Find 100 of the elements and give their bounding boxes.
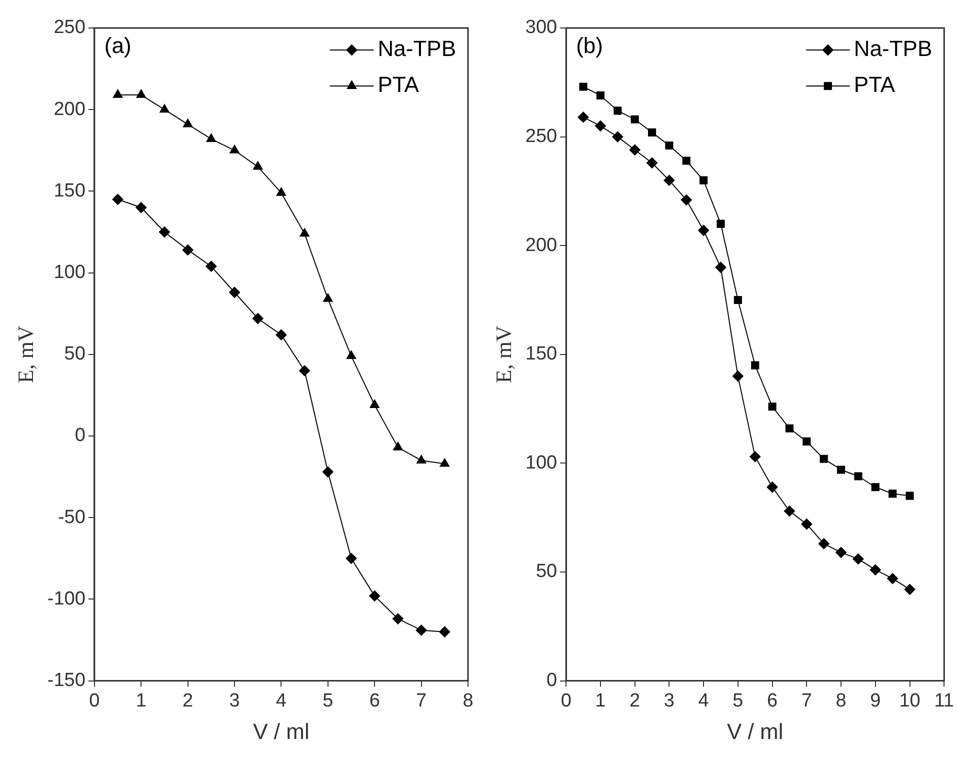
point <box>230 144 240 154</box>
point <box>870 564 881 576</box>
y-axis-title: E, mV <box>490 326 516 384</box>
point <box>682 156 690 165</box>
point <box>630 115 639 124</box>
point <box>112 89 123 98</box>
x-tick-label: 2 <box>182 690 194 712</box>
legend-label: PTA <box>854 72 896 98</box>
point <box>629 144 640 156</box>
y-tick-label: -150 <box>47 670 86 692</box>
x-tick-label: 8 <box>462 690 474 712</box>
point <box>716 220 725 228</box>
point <box>596 91 605 100</box>
x-tick-label: 1 <box>595 690 606 712</box>
x-tick-label: 4 <box>698 690 710 712</box>
point <box>276 187 286 196</box>
annotation: (b) <box>576 33 603 58</box>
x-tick-label: 3 <box>229 690 240 712</box>
x-tick-label: 11 <box>934 690 954 712</box>
x-tick-label: 8 <box>836 690 846 712</box>
point <box>854 472 862 480</box>
point <box>276 329 287 340</box>
point <box>252 312 264 324</box>
point <box>888 490 897 498</box>
annotation: (a) <box>104 33 132 58</box>
point <box>698 224 710 236</box>
y-axis-title: E, mV <box>12 326 38 384</box>
y-tick-label: 250 <box>525 126 558 148</box>
point <box>440 458 450 467</box>
x-tick-label: 9 <box>870 690 881 712</box>
x-tick-label: 0 <box>560 690 572 712</box>
point <box>904 584 916 595</box>
point <box>299 365 310 376</box>
x-tick-label: 3 <box>664 690 674 712</box>
point <box>837 466 846 474</box>
legend-label: PTA <box>378 72 420 98</box>
y-tick-label: 50 <box>536 561 558 582</box>
point <box>393 442 403 450</box>
point <box>766 482 778 493</box>
point <box>160 104 170 113</box>
x-tick-label: 2 <box>630 690 640 712</box>
x-tick-label: 7 <box>801 690 812 712</box>
point <box>229 286 240 298</box>
legend-label: Na-TPB <box>378 36 456 62</box>
point <box>680 194 692 206</box>
point <box>346 552 357 564</box>
x-tick-label: 7 <box>416 690 427 712</box>
point <box>751 361 760 370</box>
point <box>852 553 864 564</box>
point <box>750 451 761 462</box>
point <box>906 492 914 500</box>
point <box>158 226 170 238</box>
x-tick-label: 6 <box>369 690 380 712</box>
point <box>664 174 675 186</box>
x-tick-label: 6 <box>767 690 778 712</box>
point <box>700 176 708 184</box>
point <box>887 573 898 584</box>
y-tick-label: -100 <box>47 588 86 610</box>
point <box>300 228 310 237</box>
y-tick-label: 200 <box>525 234 558 256</box>
point <box>416 624 427 636</box>
point <box>784 506 795 517</box>
point <box>579 82 588 91</box>
point <box>439 626 450 638</box>
point <box>182 118 193 128</box>
point <box>802 437 811 446</box>
x-tick-label: 1 <box>136 690 146 712</box>
x-tick-label: 4 <box>276 690 287 712</box>
point <box>346 350 356 360</box>
point <box>416 454 426 464</box>
point <box>112 194 124 205</box>
point <box>614 106 622 115</box>
x-tick-label: 5 <box>732 690 744 712</box>
y-tick-label: 150 <box>525 344 558 365</box>
point <box>594 120 606 132</box>
point <box>801 518 812 530</box>
point <box>732 370 744 382</box>
point <box>206 260 217 272</box>
point <box>136 89 146 98</box>
point <box>369 590 380 602</box>
y-tick-label: 50 <box>64 344 86 365</box>
point <box>836 546 847 558</box>
point <box>322 466 334 478</box>
x-axis-title: V / ml <box>253 718 310 744</box>
legend-label: Na-TPB <box>854 36 932 62</box>
point <box>392 613 404 624</box>
point <box>734 296 742 304</box>
point <box>648 128 656 136</box>
x-tick-label: 10 <box>899 690 920 712</box>
y-tick-label: 200 <box>54 98 86 120</box>
point <box>136 202 147 214</box>
point <box>253 161 263 170</box>
y-tick-label: 150 <box>54 180 86 202</box>
point <box>182 244 194 256</box>
y-tick-label: 0 <box>546 670 558 692</box>
point <box>785 424 794 432</box>
point <box>818 538 830 550</box>
point <box>820 454 828 463</box>
point <box>612 131 624 142</box>
point <box>665 141 674 150</box>
